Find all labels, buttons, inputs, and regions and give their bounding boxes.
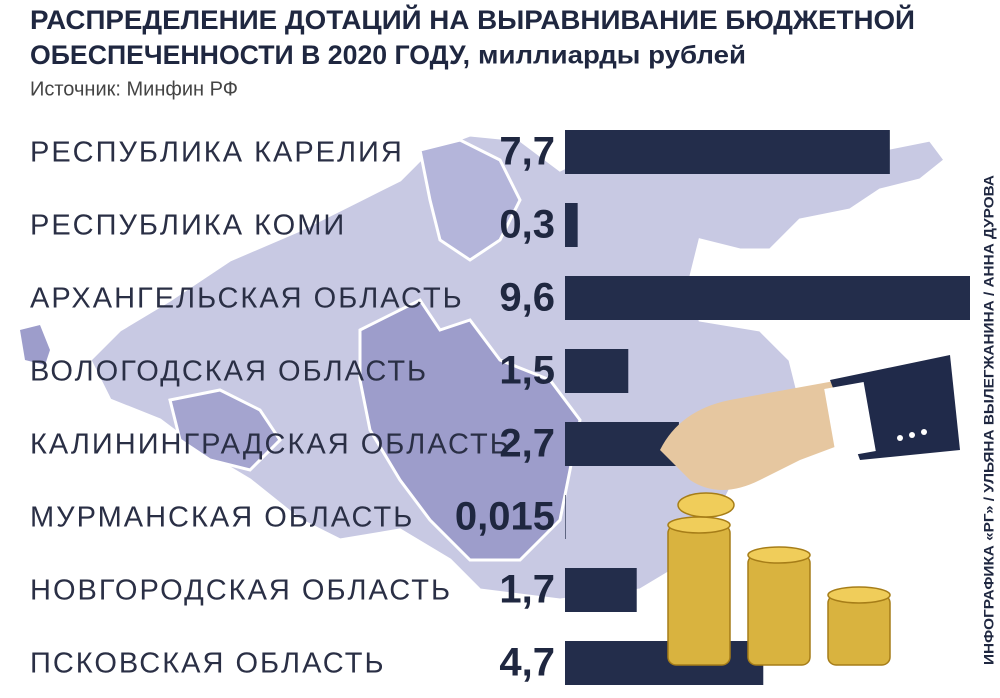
bar: [565, 568, 637, 612]
category-label: РЕСПУБЛИКА КОМИ: [30, 210, 346, 242]
category-label: РЕСПУБЛИКА КАРЕЛИЯ: [30, 137, 404, 169]
bar: [565, 276, 970, 320]
bar: [565, 495, 566, 539]
bar: [565, 422, 679, 466]
category-label: ВОЛОГОДСКАЯ ОБЛАСТЬ: [30, 356, 428, 388]
bar: [565, 641, 764, 685]
bar: [565, 203, 578, 247]
value-label: 4,7: [499, 641, 555, 685]
source: Источник: Минфин РФ: [30, 78, 238, 100]
unit-label: миллиарды рублей: [478, 42, 746, 70]
value-label: 1,5: [499, 349, 555, 393]
chart-title: РАСПРЕДЕЛЕНИЕ ДОТАЦИЙ НА ВЫРАВНИВАНИЕ БЮ…: [30, 4, 915, 35]
value-label: 1,7: [499, 568, 555, 612]
coins-illustration: [660, 355, 960, 666]
credit: ИНФОГРАФИКА «РГ» / УЛЬЯНА ВЫЛЕГЖАНИНА / …: [981, 175, 997, 665]
bar: [565, 349, 629, 393]
value-label: 0,015: [455, 495, 555, 539]
category-label: МУРМАНСКАЯ ОБЛАСТЬ: [30, 502, 414, 534]
value-label: 0,3: [499, 203, 555, 247]
category-label: НОВГОРОДСКАЯ ОБЛАСТЬ: [30, 575, 452, 607]
bar: [565, 130, 890, 174]
value-label: 9,6: [499, 276, 555, 320]
category-label: ПСКОВСКАЯ ОБЛАСТЬ: [30, 648, 386, 680]
chart-title: ОБЕСПЕЧЕННОСТИ В 2020 ГОДУ,: [30, 40, 470, 70]
bars: РЕСПУБЛИКА КАРЕЛИЯ 7,7 РЕСПУБЛИКА КОМИ 0,3 А…: [30, 130, 970, 685]
value-label: 2,7: [499, 422, 555, 466]
category-label: КАЛИНИНГРАДСКАЯ ОБЛАСТЬ: [30, 429, 511, 461]
category-label: АРХАНГЕЛЬСКАЯ ОБЛАСТЬ: [30, 283, 464, 315]
value-label: 7,7: [499, 130, 555, 174]
